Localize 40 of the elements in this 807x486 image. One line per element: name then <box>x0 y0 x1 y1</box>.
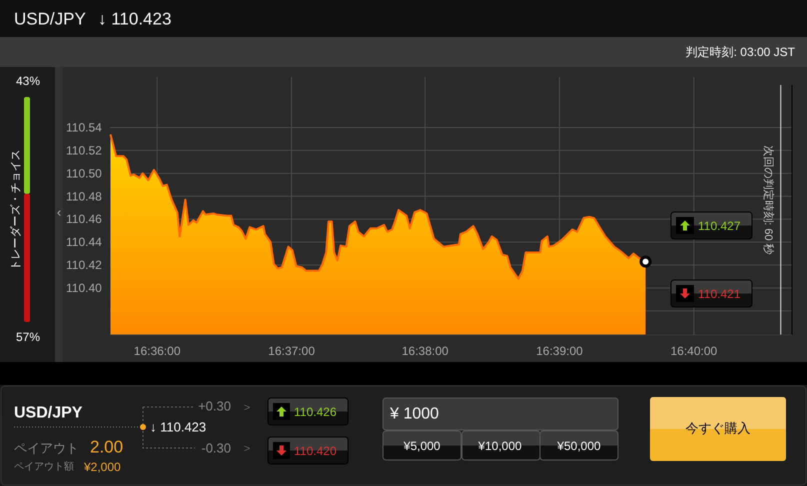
x-tick-label: 16:40:00 <box>670 344 718 358</box>
y-tick-label: 110.46 <box>66 212 102 226</box>
text: USD/JPY <box>14 404 83 422</box>
text: -0.30 <box>201 440 231 456</box>
y-tick-label: 110.42 <box>66 258 102 272</box>
chart-subtitle: ↓ 110.423 <box>98 10 172 28</box>
annotation: 110.427 <box>698 219 741 233</box>
text: ¥ 1000 <box>389 406 440 422</box>
text: ¥50,000 <box>556 439 602 453</box>
text: 110.420 <box>294 444 337 458</box>
x-tick-label: 16:38:00 <box>402 344 449 358</box>
y-tick-label: 110.48 <box>66 189 102 204</box>
annotation: 110.421 <box>698 287 741 301</box>
text: +0.30 <box>198 398 231 414</box>
y-tick-label: 110.40 <box>66 280 102 295</box>
annotation: 次回の判定時刻: 60 秒 <box>762 145 775 255</box>
x-tick-label: 16:37:00 <box>268 344 316 358</box>
y-tick-label: 110.52 <box>66 143 102 158</box>
chart-title: USD/JPY <box>14 10 86 28</box>
data-label: 43% <box>16 74 40 88</box>
text: ¥5,000 <box>402 439 441 453</box>
x-tick-label: 16:36:00 <box>134 344 181 358</box>
text: ¥2,000 <box>83 460 122 474</box>
text: > <box>244 443 250 455</box>
text: ↓ 110.423 <box>150 420 206 434</box>
x-tick-label: 16:39:00 <box>536 344 584 358</box>
text: 判定時刻: 03:00 JST <box>686 45 796 59</box>
text: トレーダーズ・チョイス <box>10 150 22 270</box>
data-label: 57% <box>16 330 40 344</box>
text: > <box>244 402 250 414</box>
text: ¥10,000 <box>477 439 522 453</box>
y-tick-label: 110.50 <box>66 166 102 180</box>
text: 110.426 <box>294 405 337 419</box>
y-tick-label: 110.54 <box>66 120 102 134</box>
text: 2.00 <box>90 438 124 456</box>
y-tick-label: 110.44 <box>66 235 102 250</box>
text: ペイアウト額 <box>14 460 74 472</box>
text: ペイアウト <box>14 440 79 456</box>
text: ‹ <box>56 204 62 220</box>
text: 今すぐ購入 <box>686 420 750 436</box>
